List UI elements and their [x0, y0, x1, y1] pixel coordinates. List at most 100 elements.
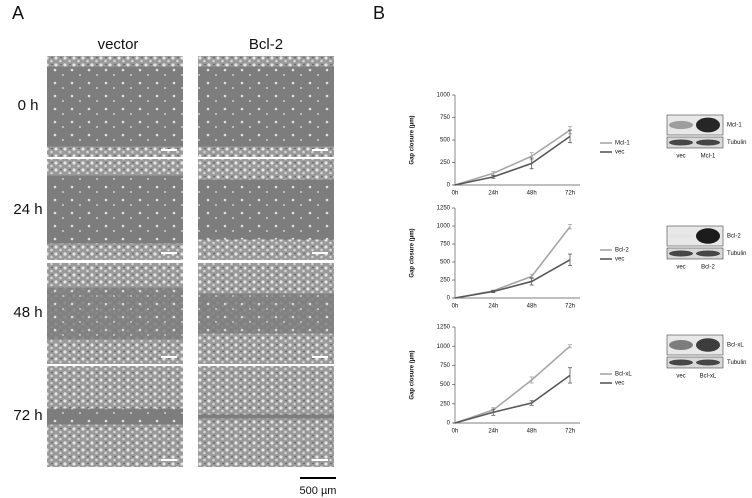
band: [696, 338, 720, 352]
y-tick-label: 750: [440, 363, 451, 369]
y-tick-label: 250: [440, 278, 451, 284]
scale-bar-label: 500 µm: [300, 485, 337, 497]
y-axis-title: Gap closure (µm): [410, 350, 416, 399]
x-tick-label: 0h: [452, 429, 459, 435]
column-label: vector: [98, 36, 139, 53]
line: [454, 135, 571, 186]
line: [454, 345, 571, 424]
band: [669, 139, 693, 146]
y-tick-label: 500: [440, 138, 451, 144]
lane-label: Mcl-1: [701, 154, 716, 160]
error-bar: [529, 400, 534, 406]
legend-label: vec: [615, 150, 624, 156]
band-label: Bcl-xL: [727, 343, 744, 349]
y-tick-label: 250: [440, 160, 451, 166]
wound-gap: [47, 408, 183, 425]
band: [696, 117, 720, 133]
row-label: 48 h: [13, 304, 42, 321]
x-tick-label: 48h: [527, 304, 537, 310]
y-tick-label: 1250: [437, 206, 451, 212]
error-bar: [529, 277, 534, 286]
wound-gap: [47, 175, 183, 244]
y-tick-label: 750: [440, 115, 451, 121]
band-label: Mcl-1: [727, 123, 742, 129]
y-tick-label: 500: [440, 260, 451, 266]
band: [696, 250, 720, 257]
x-tick-label: 48h: [527, 429, 537, 435]
x-tick-label: 0h: [452, 191, 459, 197]
y-tick-label: 0: [447, 421, 451, 427]
wound-gap: [47, 287, 183, 340]
y-tick-label: 500: [440, 382, 451, 388]
lane-label: vec: [676, 154, 685, 160]
error-bar: [491, 290, 496, 294]
lane-label: Bcl-xL: [700, 374, 717, 380]
band-label: Tubulin: [727, 140, 746, 146]
x-tick-label: 24h: [488, 429, 498, 435]
error-bar: [491, 408, 496, 416]
blot-band: [666, 136, 724, 149]
line: [454, 374, 571, 424]
wound-gap: [47, 66, 183, 147]
wound-gap: [198, 414, 334, 419]
y-tick-label: 1250: [437, 325, 451, 331]
lane-label: Bcl-2: [701, 265, 715, 271]
x-tick-label: 24h: [488, 304, 498, 310]
x-tick-label: 72h: [565, 429, 575, 435]
band: [696, 359, 720, 366]
panel-label: A: [12, 3, 24, 23]
band: [669, 340, 693, 350]
legend-label: Bcl-2: [615, 248, 629, 254]
y-axis-title: Gap closure (µm): [410, 228, 416, 277]
line: [454, 226, 571, 299]
blot-band: [666, 247, 724, 260]
band-label: Tubulin: [727, 360, 746, 366]
error-bar: [568, 253, 572, 267]
y-tick-label: 1000: [437, 93, 451, 99]
error-bar: [529, 376, 534, 384]
y-tick-label: 750: [440, 242, 451, 248]
legend-label: vec: [615, 381, 624, 387]
x-tick-label: 48h: [527, 191, 537, 197]
wound-gap: [198, 293, 334, 334]
error-bar: [568, 367, 572, 384]
band: [669, 234, 693, 238]
y-tick-label: 1000: [437, 224, 451, 230]
y-tick-label: 250: [440, 401, 451, 407]
line: [454, 129, 571, 186]
line: [454, 259, 571, 299]
y-axis-title: Gap closure (µm): [410, 115, 416, 164]
row-label: 0 h: [18, 97, 39, 114]
band: [669, 359, 693, 366]
band: [669, 120, 693, 130]
band: [696, 139, 720, 146]
wound-gap: [198, 66, 334, 147]
lane-label: vec: [676, 265, 685, 271]
wound-gap: [198, 179, 334, 240]
band: [669, 250, 693, 257]
band-label: Tubulin: [727, 251, 746, 257]
error-bar: [529, 157, 534, 170]
y-tick-label: 1000: [437, 344, 451, 350]
band-label: Bcl-2: [727, 234, 741, 240]
panel-label: B: [373, 3, 385, 23]
lane-label: vec: [676, 374, 685, 380]
x-tick-label: 72h: [565, 304, 575, 310]
row-label: 24 h: [13, 201, 42, 218]
x-tick-label: 72h: [565, 191, 575, 197]
row-label: 72 h: [13, 407, 42, 424]
y-tick-label: 0: [447, 183, 451, 189]
error-bar: [491, 175, 496, 179]
error-bar: [568, 344, 572, 349]
band: [696, 228, 720, 244]
error-bar: [568, 224, 572, 230]
legend-label: Bcl-xL: [615, 372, 632, 378]
blot-band: [666, 356, 724, 369]
column-label: Bcl-2: [249, 36, 283, 53]
legend-label: Mcl-1: [615, 141, 630, 147]
y-tick-label: 0: [447, 296, 451, 302]
x-tick-label: 0h: [452, 304, 459, 310]
x-tick-label: 24h: [488, 191, 498, 197]
error-bar: [491, 171, 496, 176]
